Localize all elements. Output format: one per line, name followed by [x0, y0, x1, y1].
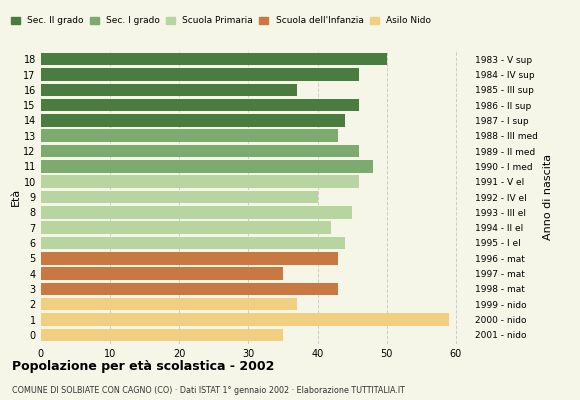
Bar [41, 68, 359, 81]
Y-axis label: Anno di nascita: Anno di nascita [543, 154, 553, 240]
Bar [41, 328, 283, 341]
Bar [41, 237, 345, 249]
Bar [41, 252, 338, 264]
Bar [41, 160, 373, 173]
Bar [41, 313, 449, 326]
Bar [41, 114, 345, 127]
Bar [41, 99, 359, 112]
Text: Popolazione per età scolastica - 2002: Popolazione per età scolastica - 2002 [12, 360, 274, 373]
Bar [41, 267, 283, 280]
Text: COMUNE DI SOLBIATE CON CAGNO (CO) · Dati ISTAT 1° gennaio 2002 · Elaborazione TU: COMUNE DI SOLBIATE CON CAGNO (CO) · Dati… [12, 386, 404, 395]
Y-axis label: Età: Età [10, 188, 20, 206]
Bar [41, 84, 297, 96]
Bar [41, 221, 331, 234]
Bar [41, 191, 317, 203]
Bar [41, 206, 352, 218]
Bar [41, 282, 338, 295]
Bar [41, 176, 359, 188]
Legend: Sec. II grado, Sec. I grado, Scuola Primaria, Scuola dell'Infanzia, Asilo Nido: Sec. II grado, Sec. I grado, Scuola Prim… [10, 16, 431, 25]
Bar [41, 298, 297, 310]
Bar [41, 145, 359, 157]
Bar [41, 130, 338, 142]
Bar [41, 53, 387, 66]
